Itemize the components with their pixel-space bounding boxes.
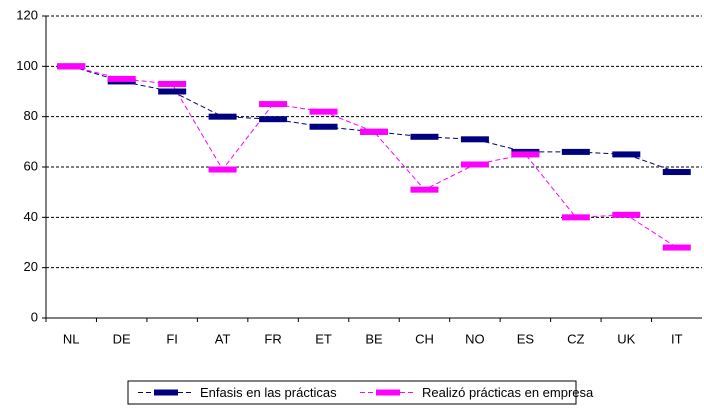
marker	[612, 211, 641, 218]
y-tick-label: 40	[24, 209, 38, 224]
x-tick-label: NL	[63, 331, 80, 346]
y-tick-label: 80	[24, 108, 38, 123]
x-tick-label: CH	[415, 331, 434, 346]
marker	[158, 88, 187, 95]
legend-label: Realizó prácticas en empresa	[422, 385, 594, 400]
marker	[107, 75, 136, 82]
x-tick-label: IT	[671, 331, 683, 346]
marker	[57, 63, 86, 70]
x-tick-label: CZ	[567, 331, 584, 346]
x-tick-label: ES	[517, 331, 535, 346]
legend-marker	[376, 389, 400, 396]
marker	[561, 148, 590, 155]
x-tick-label: NO	[465, 331, 485, 346]
y-tick-label: 120	[16, 7, 38, 22]
legend-label: Enfasis en las prácticas	[200, 385, 337, 400]
y-tick-label: 20	[24, 259, 38, 274]
legend-box	[127, 380, 577, 405]
marker	[460, 136, 489, 143]
marker	[360, 128, 388, 135]
x-tick-label: DE	[113, 331, 131, 346]
y-tick-label: 0	[31, 309, 38, 324]
x-tick-label: FR	[264, 331, 281, 346]
marker	[662, 169, 691, 176]
marker	[410, 186, 439, 193]
marker	[208, 113, 237, 120]
marker	[208, 166, 237, 173]
marker	[309, 108, 338, 115]
marker	[259, 116, 288, 123]
x-tick-label: FI	[166, 331, 178, 346]
marker	[410, 133, 439, 140]
marker	[460, 161, 489, 168]
marker	[511, 151, 540, 158]
y-tick-label: 60	[24, 158, 38, 173]
x-tick-label: UK	[617, 331, 635, 346]
y-tick-label: 100	[16, 58, 38, 73]
marker	[561, 214, 590, 221]
x-tick-label: ET	[315, 331, 332, 346]
marker	[612, 151, 641, 158]
legend-marker	[154, 389, 178, 396]
marker	[259, 101, 288, 108]
x-tick-label: BE	[365, 331, 383, 346]
marker	[309, 123, 338, 130]
marker	[158, 80, 187, 87]
x-tick-label: AT	[215, 331, 231, 346]
marker	[662, 244, 691, 251]
